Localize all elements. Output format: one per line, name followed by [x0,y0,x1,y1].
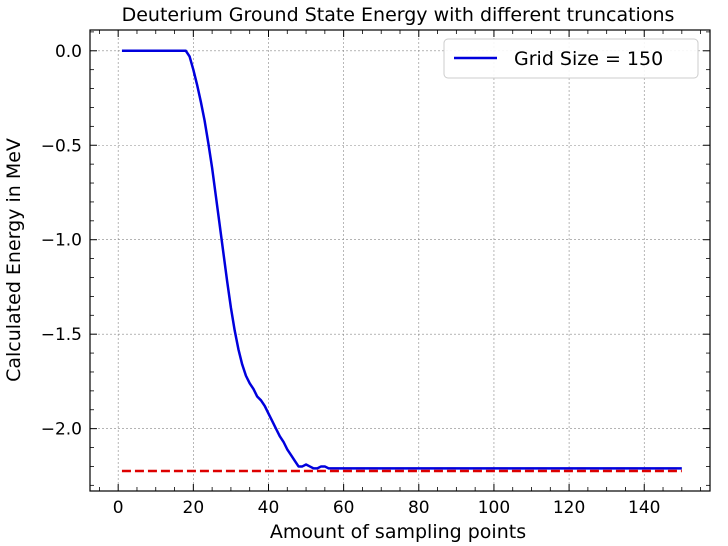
y-tick-labels: 0.0 −0.5 −1.0 −1.5 −2.0 [41,42,82,440]
x-tick-labels: 0 20 40 60 80 100 120 140 [113,498,661,518]
x-tick-label: 100 [478,498,510,518]
y-tick-label: 0.0 [55,42,82,62]
x-tick-label: 60 [333,498,355,518]
x-tick-label: 0 [113,498,124,518]
y-tick-label: −0.5 [41,136,82,156]
legend: Grid Size = 150 [443,38,699,79]
x-tick-label: 140 [628,498,660,518]
axis-ticks [90,30,710,491]
y-tick-label: −1.5 [41,325,82,345]
y-tick-label: −1.0 [41,231,82,251]
legend-box [443,38,699,79]
legend-label-grid-size: Grid Size = 150 [514,48,663,70]
series-lines [121,49,682,473]
y-tick-label: −2.0 [41,420,82,440]
x-tick-label: 80 [408,498,430,518]
plot-frame [89,29,711,492]
x-tick-label: 40 [258,498,280,518]
x-tick-label: 120 [553,498,585,518]
x-tick-label: 20 [183,498,205,518]
y-axis-label: Calculated Energy in MeV [3,138,25,382]
x-axis-label: Amount of sampling points [270,521,526,543]
series-line-grid-size [121,49,682,470]
grid-lines [90,30,710,491]
chart-title: Deuterium Ground State Energy with diffe… [122,4,675,26]
